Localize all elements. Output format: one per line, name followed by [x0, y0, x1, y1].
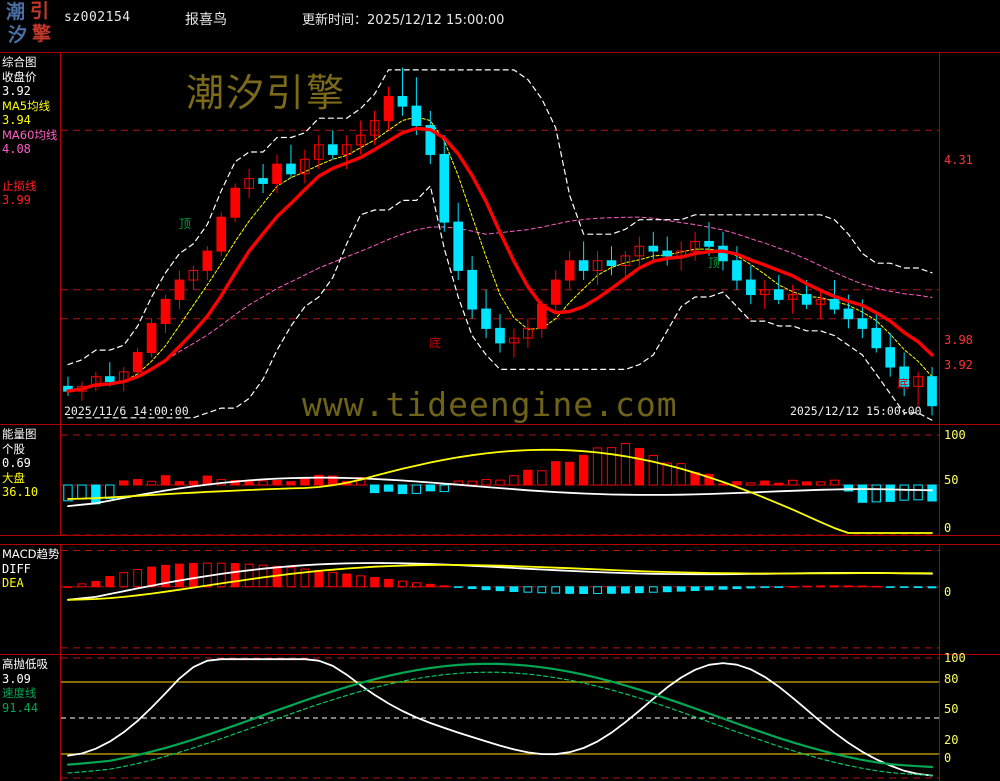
annotation-bottom-2: 底: [897, 377, 910, 391]
legend-close-value: 3.92: [2, 84, 31, 98]
app-logo: 潮 引 汐 擎: [6, 2, 58, 50]
kdj-axis-100: 100: [944, 651, 966, 665]
price-axis-label-stop: 3.98: [944, 333, 973, 347]
macd-panel-title: MACD趋势: [2, 547, 60, 561]
energy-panel-title: 能量图: [2, 427, 37, 441]
energy-legend: 能量图 个股 0.69 大盘 36.10: [2, 427, 60, 500]
date-start-label: 2025/11/6 14:00:00: [64, 404, 189, 418]
legend-speed-value: 91.44: [2, 700, 39, 715]
logo-char-1: 潮: [6, 1, 26, 23]
legend-ma60-label: MA60均线: [2, 127, 58, 142]
logo-char-3: 汐: [8, 24, 28, 46]
macd-axis-0: 0: [944, 585, 952, 599]
energy-axis-50: 50: [944, 473, 959, 487]
energy-axis-100: 100: [944, 428, 966, 442]
update-time-label: 更新时间：2025/12/12 15:00:00: [302, 13, 505, 28]
stock-code[interactable]: sz002154: [64, 10, 131, 25]
date-end-label: 2025/12/12 15:00:00: [790, 404, 922, 418]
legend-stoploss-label: 止损线: [2, 178, 37, 193]
kdj-axis-20: 20: [944, 733, 959, 747]
price-panel-title: 综合图: [2, 55, 37, 69]
legend-speed-label: 速度线: [2, 686, 37, 700]
legend-ma5-value: 3.94: [2, 113, 31, 127]
legend-close-label: 收盘价: [2, 69, 37, 84]
kdj-panel-title: 高抛低吸: [2, 657, 48, 671]
macd-legend: MACD趋势 DIFF DEA: [2, 547, 60, 591]
legend-market-value: 36.10: [2, 485, 39, 499]
legend-ma5-label: MA5均线: [2, 98, 51, 113]
annotation-top-2: 顶: [708, 256, 721, 270]
brand-watermark: 潮汐引擎: [186, 71, 347, 115]
kdj-legend: 高抛低吸 3.09 速度线 91.44: [2, 657, 60, 715]
kdj-value: 3.09: [2, 671, 31, 686]
url-watermark: www.tideengine.com: [302, 385, 678, 424]
price-legend: 综合图 收盘价 3.92 MA5均线 3.94 MA60均线 4.08 止损线 …: [2, 55, 60, 208]
annotation-bottom-1: 底: [429, 336, 442, 350]
kdj-panel[interactable]: 高抛低吸 3.09 速度线 91.44: [0, 654, 1000, 781]
logo-char-2: 引: [30, 0, 50, 22]
logo-char-4: 擎: [32, 23, 52, 45]
legend-ma60-value: 4.08: [2, 142, 31, 156]
macd-plot-area[interactable]: [60, 545, 940, 655]
macd-panel[interactable]: MACD趋势 DIFF DEA: [0, 544, 1000, 656]
price-plot-area[interactable]: [60, 53, 940, 425]
annotation-top-1: 顶: [179, 217, 192, 231]
legend-stoploss-value: 3.99: [2, 193, 31, 207]
kdj-plot-area[interactable]: [60, 655, 940, 781]
legend-stock-value: 0.69: [2, 456, 31, 470]
legend-stock-label: 个股: [2, 441, 25, 456]
price-axis-label-high: 4.31: [944, 153, 973, 167]
energy-plot-area[interactable]: [60, 425, 940, 535]
kdj-axis-50: 50: [944, 702, 959, 716]
kdj-axis-80: 80: [944, 672, 959, 686]
stock-name[interactable]: 报喜鸟: [185, 12, 227, 28]
price-panel[interactable]: 综合图 收盘价 3.92 MA5均线 3.94 MA60均线 4.08 止损线 …: [0, 52, 1000, 426]
legend-market-label: 大盘: [2, 470, 25, 485]
energy-axis-0: 0: [944, 521, 952, 535]
energy-panel[interactable]: 能量图 个股 0.69 大盘 36.10: [0, 424, 1000, 536]
kdj-axis-0: 0: [944, 751, 952, 765]
header-bar: 潮 引 汐 擎 sz002154 报喜鸟 更新时间：2025/12/12 15:…: [0, 0, 1000, 52]
legend-diff-label: DIFF: [2, 561, 31, 576]
legend-dea-label: DEA: [2, 576, 24, 590]
price-axis-label-close: 3.92: [944, 358, 973, 372]
